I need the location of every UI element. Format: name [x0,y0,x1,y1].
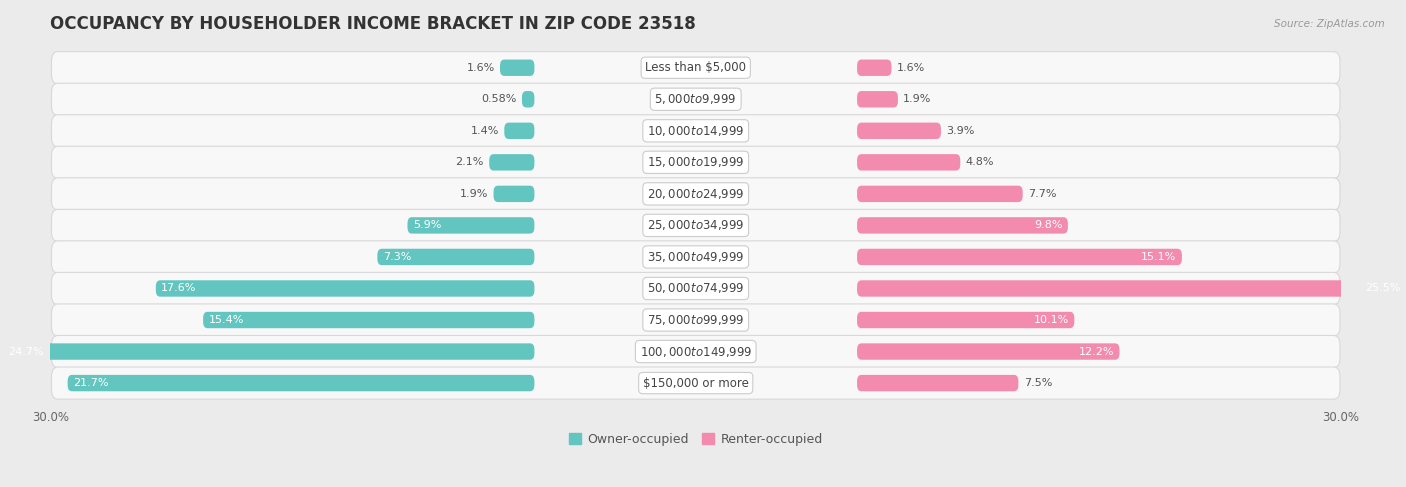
Text: 15.4%: 15.4% [208,315,243,325]
FancyBboxPatch shape [52,336,1340,368]
Text: 2.1%: 2.1% [456,157,484,168]
Text: $20,000 to $24,999: $20,000 to $24,999 [647,187,744,201]
FancyBboxPatch shape [52,304,1340,336]
FancyBboxPatch shape [858,91,898,108]
Text: 1.4%: 1.4% [471,126,499,136]
FancyBboxPatch shape [858,343,1119,360]
Text: Less than $5,000: Less than $5,000 [645,61,747,74]
FancyBboxPatch shape [489,154,534,170]
Text: 7.5%: 7.5% [1024,378,1052,388]
FancyBboxPatch shape [858,375,1018,391]
Text: Source: ZipAtlas.com: Source: ZipAtlas.com [1274,19,1385,30]
Text: 17.6%: 17.6% [162,283,197,294]
Text: OCCUPANCY BY HOUSEHOLDER INCOME BRACKET IN ZIP CODE 23518: OCCUPANCY BY HOUSEHOLDER INCOME BRACKET … [51,15,696,33]
FancyBboxPatch shape [858,312,1074,328]
Text: 1.9%: 1.9% [903,94,932,104]
Text: 15.1%: 15.1% [1142,252,1177,262]
Text: 5.9%: 5.9% [413,221,441,230]
Text: 1.6%: 1.6% [467,63,495,73]
FancyBboxPatch shape [494,186,534,202]
Text: 12.2%: 12.2% [1078,347,1114,356]
FancyBboxPatch shape [202,312,534,328]
Text: 9.8%: 9.8% [1033,221,1063,230]
Text: $100,000 to $149,999: $100,000 to $149,999 [640,344,752,358]
FancyBboxPatch shape [52,146,1340,178]
Text: 0.58%: 0.58% [481,94,516,104]
FancyBboxPatch shape [52,367,1340,399]
FancyBboxPatch shape [377,249,534,265]
FancyBboxPatch shape [156,281,534,297]
FancyBboxPatch shape [505,123,534,139]
FancyBboxPatch shape [858,186,1022,202]
FancyBboxPatch shape [858,123,941,139]
FancyBboxPatch shape [522,91,534,108]
Text: 24.7%: 24.7% [8,347,44,356]
Text: $50,000 to $74,999: $50,000 to $74,999 [647,281,744,296]
FancyBboxPatch shape [52,209,1340,242]
FancyBboxPatch shape [858,249,1182,265]
FancyBboxPatch shape [858,281,1406,297]
Legend: Owner-occupied, Renter-occupied: Owner-occupied, Renter-occupied [569,432,823,446]
FancyBboxPatch shape [52,83,1340,115]
Text: $35,000 to $49,999: $35,000 to $49,999 [647,250,744,264]
Text: 21.7%: 21.7% [73,378,108,388]
FancyBboxPatch shape [52,115,1340,147]
FancyBboxPatch shape [52,241,1340,273]
Text: 4.8%: 4.8% [966,157,994,168]
FancyBboxPatch shape [67,375,534,391]
Text: $25,000 to $34,999: $25,000 to $34,999 [647,218,744,232]
FancyBboxPatch shape [408,217,534,234]
Text: 3.9%: 3.9% [946,126,974,136]
Text: 7.7%: 7.7% [1028,189,1056,199]
Text: $150,000 or more: $150,000 or more [643,376,748,390]
FancyBboxPatch shape [52,52,1340,84]
FancyBboxPatch shape [3,343,534,360]
Text: 7.3%: 7.3% [382,252,411,262]
FancyBboxPatch shape [858,217,1069,234]
Text: 1.6%: 1.6% [897,63,925,73]
Text: $15,000 to $19,999: $15,000 to $19,999 [647,155,744,169]
Text: 10.1%: 10.1% [1033,315,1069,325]
Text: 1.9%: 1.9% [460,189,488,199]
FancyBboxPatch shape [858,59,891,76]
Text: $10,000 to $14,999: $10,000 to $14,999 [647,124,744,138]
FancyBboxPatch shape [52,178,1340,210]
Text: $5,000 to $9,999: $5,000 to $9,999 [654,92,737,106]
FancyBboxPatch shape [858,154,960,170]
Text: $75,000 to $99,999: $75,000 to $99,999 [647,313,744,327]
FancyBboxPatch shape [52,272,1340,304]
FancyBboxPatch shape [501,59,534,76]
Text: 25.5%: 25.5% [1365,283,1400,294]
